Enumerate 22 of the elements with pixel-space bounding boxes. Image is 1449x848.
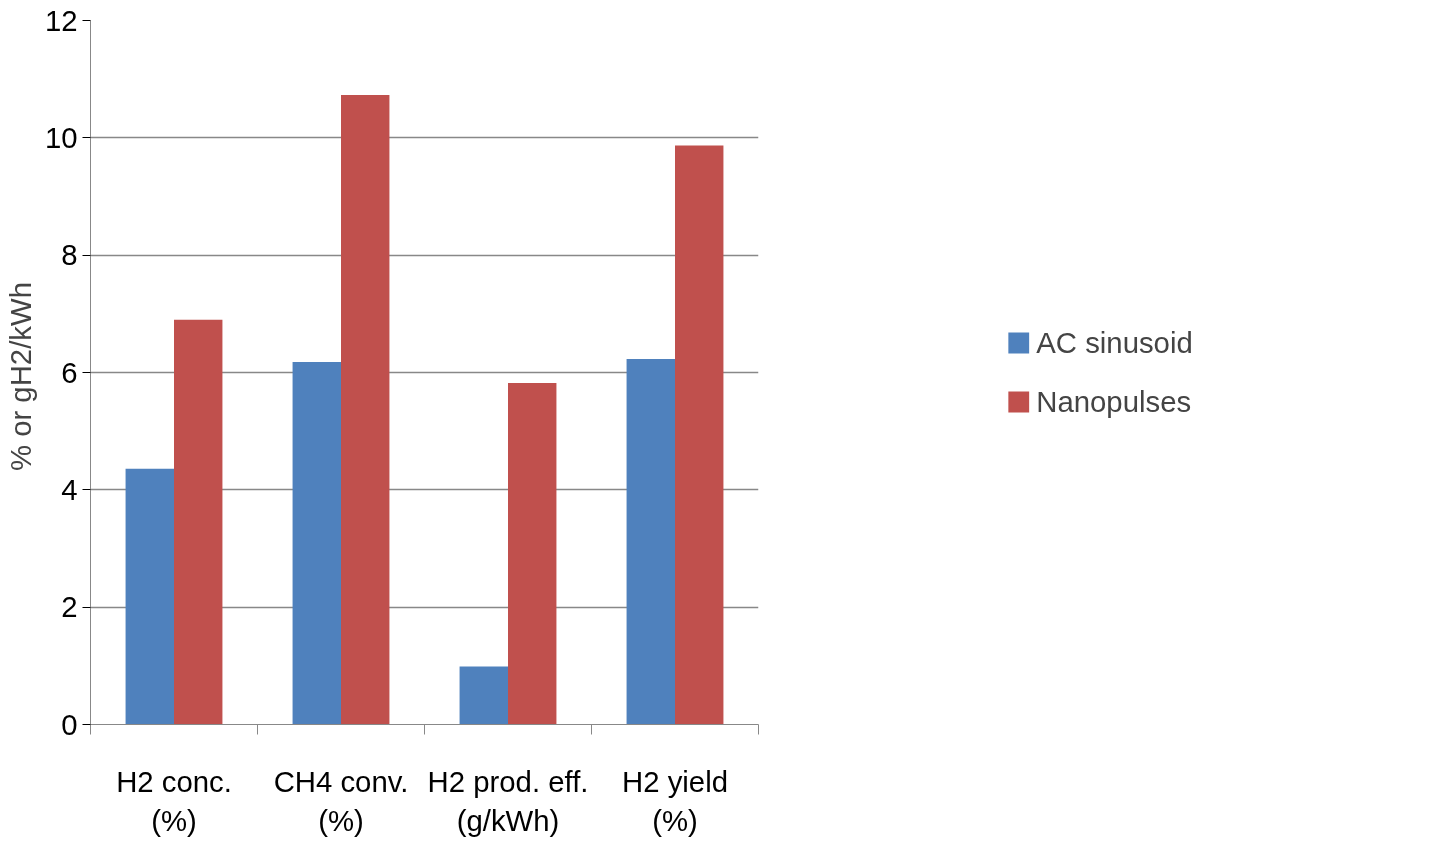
y-tick-label: 10 bbox=[44, 120, 78, 154]
y-tick-label: 12 bbox=[44, 3, 78, 37]
bar bbox=[675, 145, 724, 725]
bar bbox=[125, 468, 174, 725]
bar bbox=[341, 95, 390, 725]
bar bbox=[174, 319, 223, 725]
bar bbox=[292, 361, 341, 725]
y-tick-label: 2 bbox=[61, 590, 78, 624]
y-tick-label: 0 bbox=[61, 707, 78, 741]
bar bbox=[508, 383, 557, 725]
y-tick-label: 4 bbox=[61, 472, 78, 506]
bar bbox=[626, 359, 675, 725]
y-tick-label: 6 bbox=[61, 355, 78, 389]
y-axis-title: % or gH2/kWh bbox=[3, 282, 37, 472]
y-tick-label: 8 bbox=[61, 238, 78, 272]
x-tick-label: H2 prod. eff. (g/kWh) bbox=[427, 764, 589, 838]
x-tick-label: H2 conc. (%) bbox=[116, 764, 232, 838]
legend-label: AC sinusoid bbox=[1036, 325, 1193, 360]
bar bbox=[459, 666, 508, 725]
x-tick-label: H2 yield (%) bbox=[622, 764, 728, 838]
x-tick-label: CH4 conv. (%) bbox=[273, 764, 409, 838]
legend-label: Nanopulses bbox=[1036, 384, 1192, 419]
